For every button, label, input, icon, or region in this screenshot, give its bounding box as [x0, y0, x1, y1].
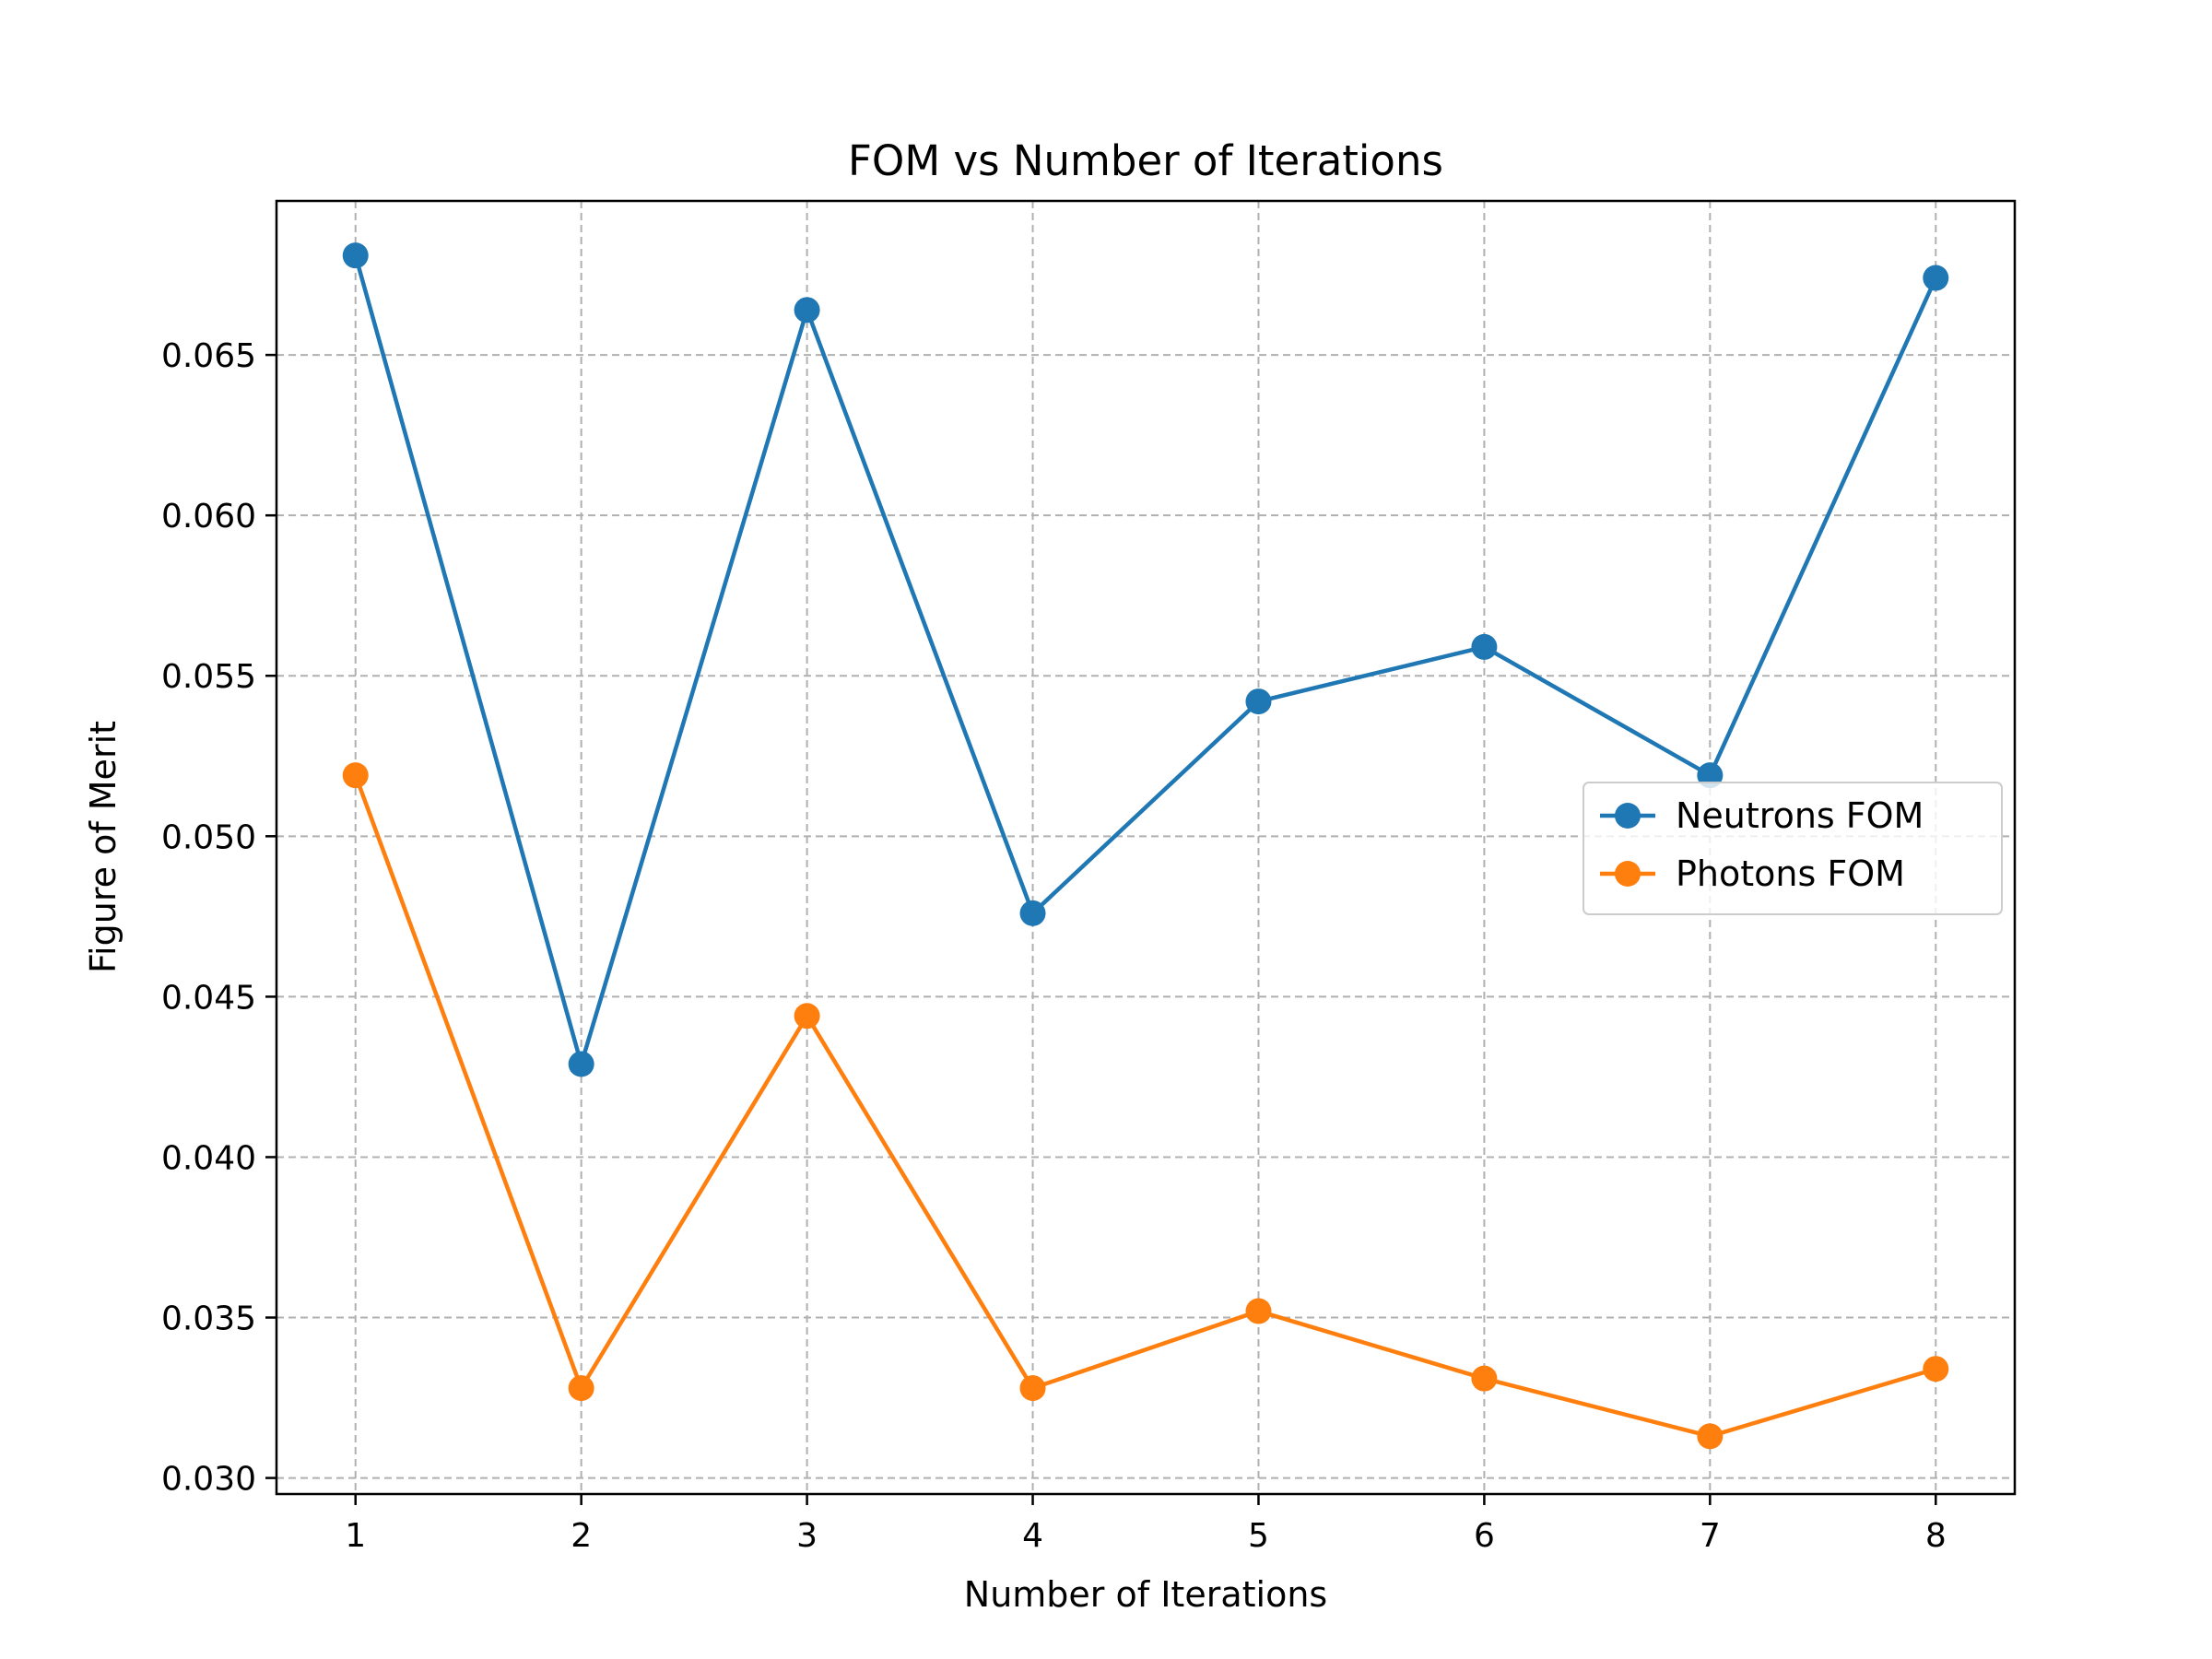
y-tick-label: 0.045 [161, 979, 256, 1017]
x-tick-label: 1 [345, 1517, 366, 1555]
y-tick-label: 0.050 [161, 818, 256, 856]
grid-lines [276, 201, 2015, 1494]
data-point-neutrons [342, 242, 369, 269]
x-tick-label: 5 [1248, 1517, 1269, 1555]
data-point-neutrons [1245, 688, 1272, 715]
y-tick-label: 0.035 [161, 1300, 256, 1338]
data-point-neutrons [794, 297, 820, 324]
legend-marker-neutrons [1615, 803, 1641, 829]
data-point-photons [1923, 1356, 1949, 1382]
axis-ticks: 1 2 3 4 5 6 7 8 0.030 0.035 0.040 0.045 0.050 0.055 0.… [161, 337, 1947, 1555]
data-point-photons [1471, 1365, 1498, 1392]
x-tick-label: 7 [1700, 1517, 1721, 1555]
x-tick-label: 8 [1925, 1517, 1947, 1555]
legend-label-neutrons: Neutrons FOM [1676, 795, 1924, 836]
y-tick-label: 0.030 [161, 1461, 256, 1499]
series-line-photons [353, 774, 1936, 1439]
data-point-neutrons [1471, 633, 1498, 660]
legend-label-photons: Photons FOM [1676, 853, 1905, 894]
y-tick-label: 0.065 [161, 337, 256, 375]
data-point-photons [568, 1375, 594, 1402]
x-axis-label: Number of Iterations [964, 1574, 1327, 1615]
data-series [342, 242, 1949, 1450]
legend-box [1583, 782, 2003, 915]
plot-area-frame [275, 199, 2017, 1496]
data-point-photons [1245, 1298, 1272, 1324]
data-point-photons [794, 1003, 820, 1030]
data-point-photons [342, 762, 369, 789]
x-tick-label: 6 [1474, 1517, 1495, 1555]
data-point-neutrons [1923, 265, 1949, 291]
x-tick-label: 2 [571, 1517, 592, 1555]
legend-marker-photons [1615, 861, 1641, 887]
y-axis-label: Figure of Merit [83, 721, 124, 973]
y-tick-label: 0.060 [161, 498, 256, 535]
series-line-neutrons [353, 254, 1938, 1066]
data-point-photons [1019, 1375, 1046, 1402]
y-tick-label: 0.055 [161, 658, 256, 696]
y-tick-label: 0.040 [161, 1139, 256, 1177]
data-point-neutrons [568, 1051, 594, 1077]
chart-title: FOM vs Number of Iterations [848, 136, 1443, 185]
data-point-neutrons [1019, 900, 1046, 926]
x-tick-label: 4 [1022, 1517, 1043, 1555]
chart-legend: Neutrons FOM Photons FOM [1583, 782, 2003, 915]
x-tick-label: 3 [796, 1517, 818, 1555]
data-point-photons [1697, 1423, 1724, 1450]
